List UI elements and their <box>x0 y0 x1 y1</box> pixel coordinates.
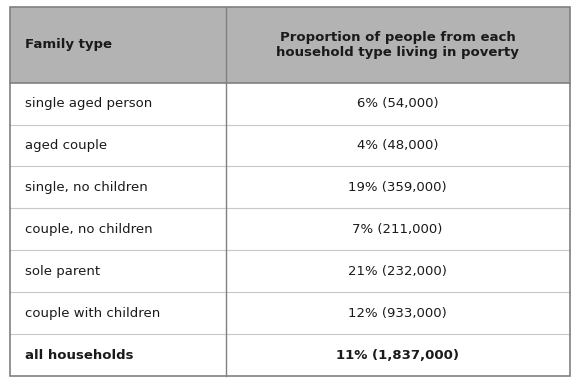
Text: couple, no children: couple, no children <box>25 223 153 236</box>
Text: 21% (232,000): 21% (232,000) <box>348 265 447 278</box>
Text: all households: all households <box>25 349 133 362</box>
Text: sole parent: sole parent <box>25 265 100 278</box>
Text: 12% (933,000): 12% (933,000) <box>348 307 447 320</box>
Text: Proportion of people from each
household type living in poverty: Proportion of people from each household… <box>276 31 519 59</box>
Text: Family type: Family type <box>25 38 112 51</box>
Text: 7% (211,000): 7% (211,000) <box>353 223 443 236</box>
Text: single, no children: single, no children <box>25 181 148 194</box>
Text: aged couple: aged couple <box>25 139 107 152</box>
Text: 11% (1,837,000): 11% (1,837,000) <box>336 349 459 362</box>
Text: 19% (359,000): 19% (359,000) <box>349 181 447 194</box>
Text: 4% (48,000): 4% (48,000) <box>357 139 438 152</box>
Text: couple with children: couple with children <box>25 307 160 320</box>
Text: 6% (54,000): 6% (54,000) <box>357 97 438 110</box>
Text: single aged person: single aged person <box>25 97 152 110</box>
